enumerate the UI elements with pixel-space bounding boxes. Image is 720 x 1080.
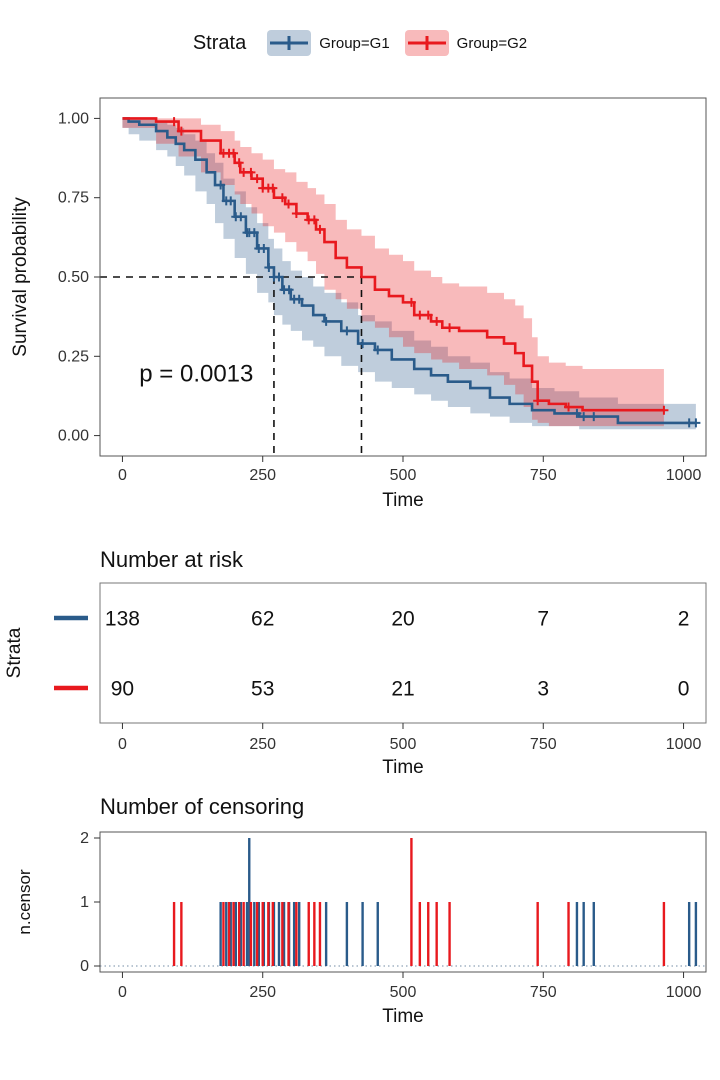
svg-text:3: 3: [537, 678, 549, 701]
svg-text:0.75: 0.75: [58, 190, 89, 207]
legend-label-g2: Group=G2: [456, 34, 528, 52]
legend-item-g2: Group=G2: [404, 28, 527, 58]
svg-text:Time: Time: [382, 1006, 424, 1027]
svg-text:2: 2: [678, 608, 690, 631]
svg-text:0: 0: [678, 678, 690, 701]
svg-text:750: 750: [530, 467, 557, 484]
legend-key-g1-icon: [267, 30, 312, 56]
svg-text:21: 21: [391, 678, 414, 701]
svg-text:0: 0: [118, 984, 127, 1001]
svg-text:20: 20: [391, 608, 414, 631]
survival-plot-svg: p = 0.0013 0 250 500 750 1000 Time 0.00 0.25 0.50…: [10, 97, 707, 511]
svg-text:90: 90: [111, 678, 134, 701]
svg-text:500: 500: [390, 984, 417, 1001]
svg-text:Strata: Strata: [4, 627, 25, 678]
svg-text:138: 138: [105, 608, 140, 631]
svg-text:1: 1: [80, 894, 89, 911]
svg-text:1.00: 1.00: [58, 110, 89, 127]
legend-key-g2-icon: [404, 30, 449, 56]
svg-text:250: 250: [249, 984, 276, 1001]
svg-text:750: 750: [530, 984, 557, 1001]
risk-table-svg: 138 62 20 7 2 90 53 21 3 0 0 250 500 750 1000 Time Strat…: [4, 582, 707, 778]
legend-title: Strata: [192, 31, 247, 54]
svg-text:1000: 1000: [666, 736, 702, 753]
svg-text:500: 500: [390, 467, 417, 484]
svg-text:Survival probability: Survival probability: [10, 197, 31, 357]
svg-text:n.censor: n.censor: [15, 869, 34, 935]
svg-text:Time: Time: [382, 757, 424, 775]
svg-text:1000: 1000: [666, 467, 702, 484]
svg-text:53: 53: [251, 678, 274, 701]
legend-label-g1: Group=G1: [319, 34, 390, 52]
legend-item-g1: Group=G1: [266, 28, 390, 58]
svg-text:500: 500: [390, 736, 417, 753]
svg-text:250: 250: [249, 467, 276, 484]
risk-table-title: Number at risk: [100, 547, 244, 572]
svg-text:0.50: 0.50: [58, 269, 89, 286]
svg-text:2: 2: [80, 830, 89, 847]
svg-text:0.00: 0.00: [58, 428, 89, 445]
svg-text:Time: Time: [382, 490, 424, 511]
svg-text:0: 0: [80, 958, 89, 975]
censor-plot-svg: 0 1 2 0 250 500 750 1000 Time n.censor: [15, 830, 707, 1027]
svg-text:0: 0: [118, 736, 127, 753]
svg-text:p = 0.0013: p = 0.0013: [139, 361, 253, 388]
legend: Strata Group=G1 Group=G2: [0, 0, 720, 78]
svg-text:7: 7: [537, 608, 549, 631]
censor-plot-title: Number of censoring: [100, 794, 305, 819]
svg-text:0: 0: [118, 467, 127, 484]
svg-text:750: 750: [530, 736, 557, 753]
svg-text:250: 250: [249, 736, 276, 753]
svg-text:1000: 1000: [666, 984, 702, 1001]
svg-text:62: 62: [251, 608, 274, 631]
svg-text:0.25: 0.25: [58, 348, 89, 365]
